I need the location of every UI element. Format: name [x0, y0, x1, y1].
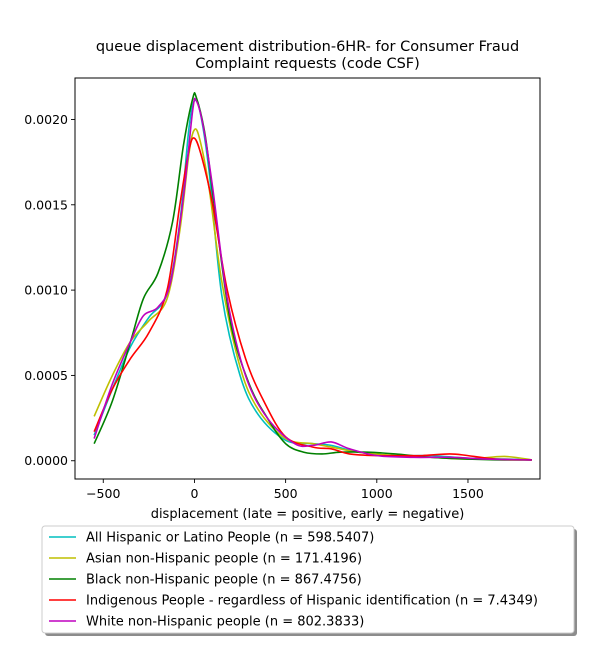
- x-tick-label: −500: [86, 486, 120, 501]
- series-line-4: [93, 97, 532, 461]
- legend-box: [41, 525, 575, 634]
- y-axis: 0.0000 0.0005 0.0010 0.0015 0.0020: [24, 112, 75, 468]
- series-lines: [93, 92, 532, 461]
- y-tick-label: 0.0020: [24, 112, 68, 127]
- legend-label-0: All Hispanic or Latino People (n = 598.5…: [86, 531, 374, 546]
- legend: All Hispanic or Latino People (n = 598.5…: [41, 525, 577, 636]
- x-axis-label: displacement (late = positive, early = n…: [151, 507, 465, 522]
- x-tick-label: 500: [274, 486, 298, 501]
- y-tick-label: 0.0015: [24, 197, 68, 212]
- y-tick-label: 0.0000: [24, 453, 68, 468]
- x-tick-label: 1000: [361, 486, 393, 501]
- chart-title-line: Complaint requests (code CSF): [195, 56, 420, 72]
- chart-title: queue displacement distribution-6HR- for…: [96, 39, 519, 72]
- x-axis: −500 0 500 1000 1500: [86, 479, 484, 501]
- legend-label-3: Indigenous People - regardless of Hispan…: [86, 594, 538, 609]
- chart-title-line: queue displacement distribution-6HR- for…: [96, 39, 519, 55]
- y-tick-label: 0.0010: [24, 283, 68, 298]
- x-tick-label: 0: [190, 486, 198, 501]
- series-line-2: [93, 92, 532, 461]
- plot-frame: [74, 77, 541, 480]
- legend-label-4: White non-Hispanic people (n = 802.3833): [86, 615, 364, 630]
- y-tick-label: 0.0005: [24, 368, 68, 383]
- x-tick-label: 1500: [452, 486, 484, 501]
- series-line-3: [93, 137, 532, 461]
- legend-label-2: Black non-Hispanic people (n = 867.4756): [86, 573, 362, 588]
- legend-label-1: Asian non-Hispanic people (n = 171.4196): [86, 552, 362, 567]
